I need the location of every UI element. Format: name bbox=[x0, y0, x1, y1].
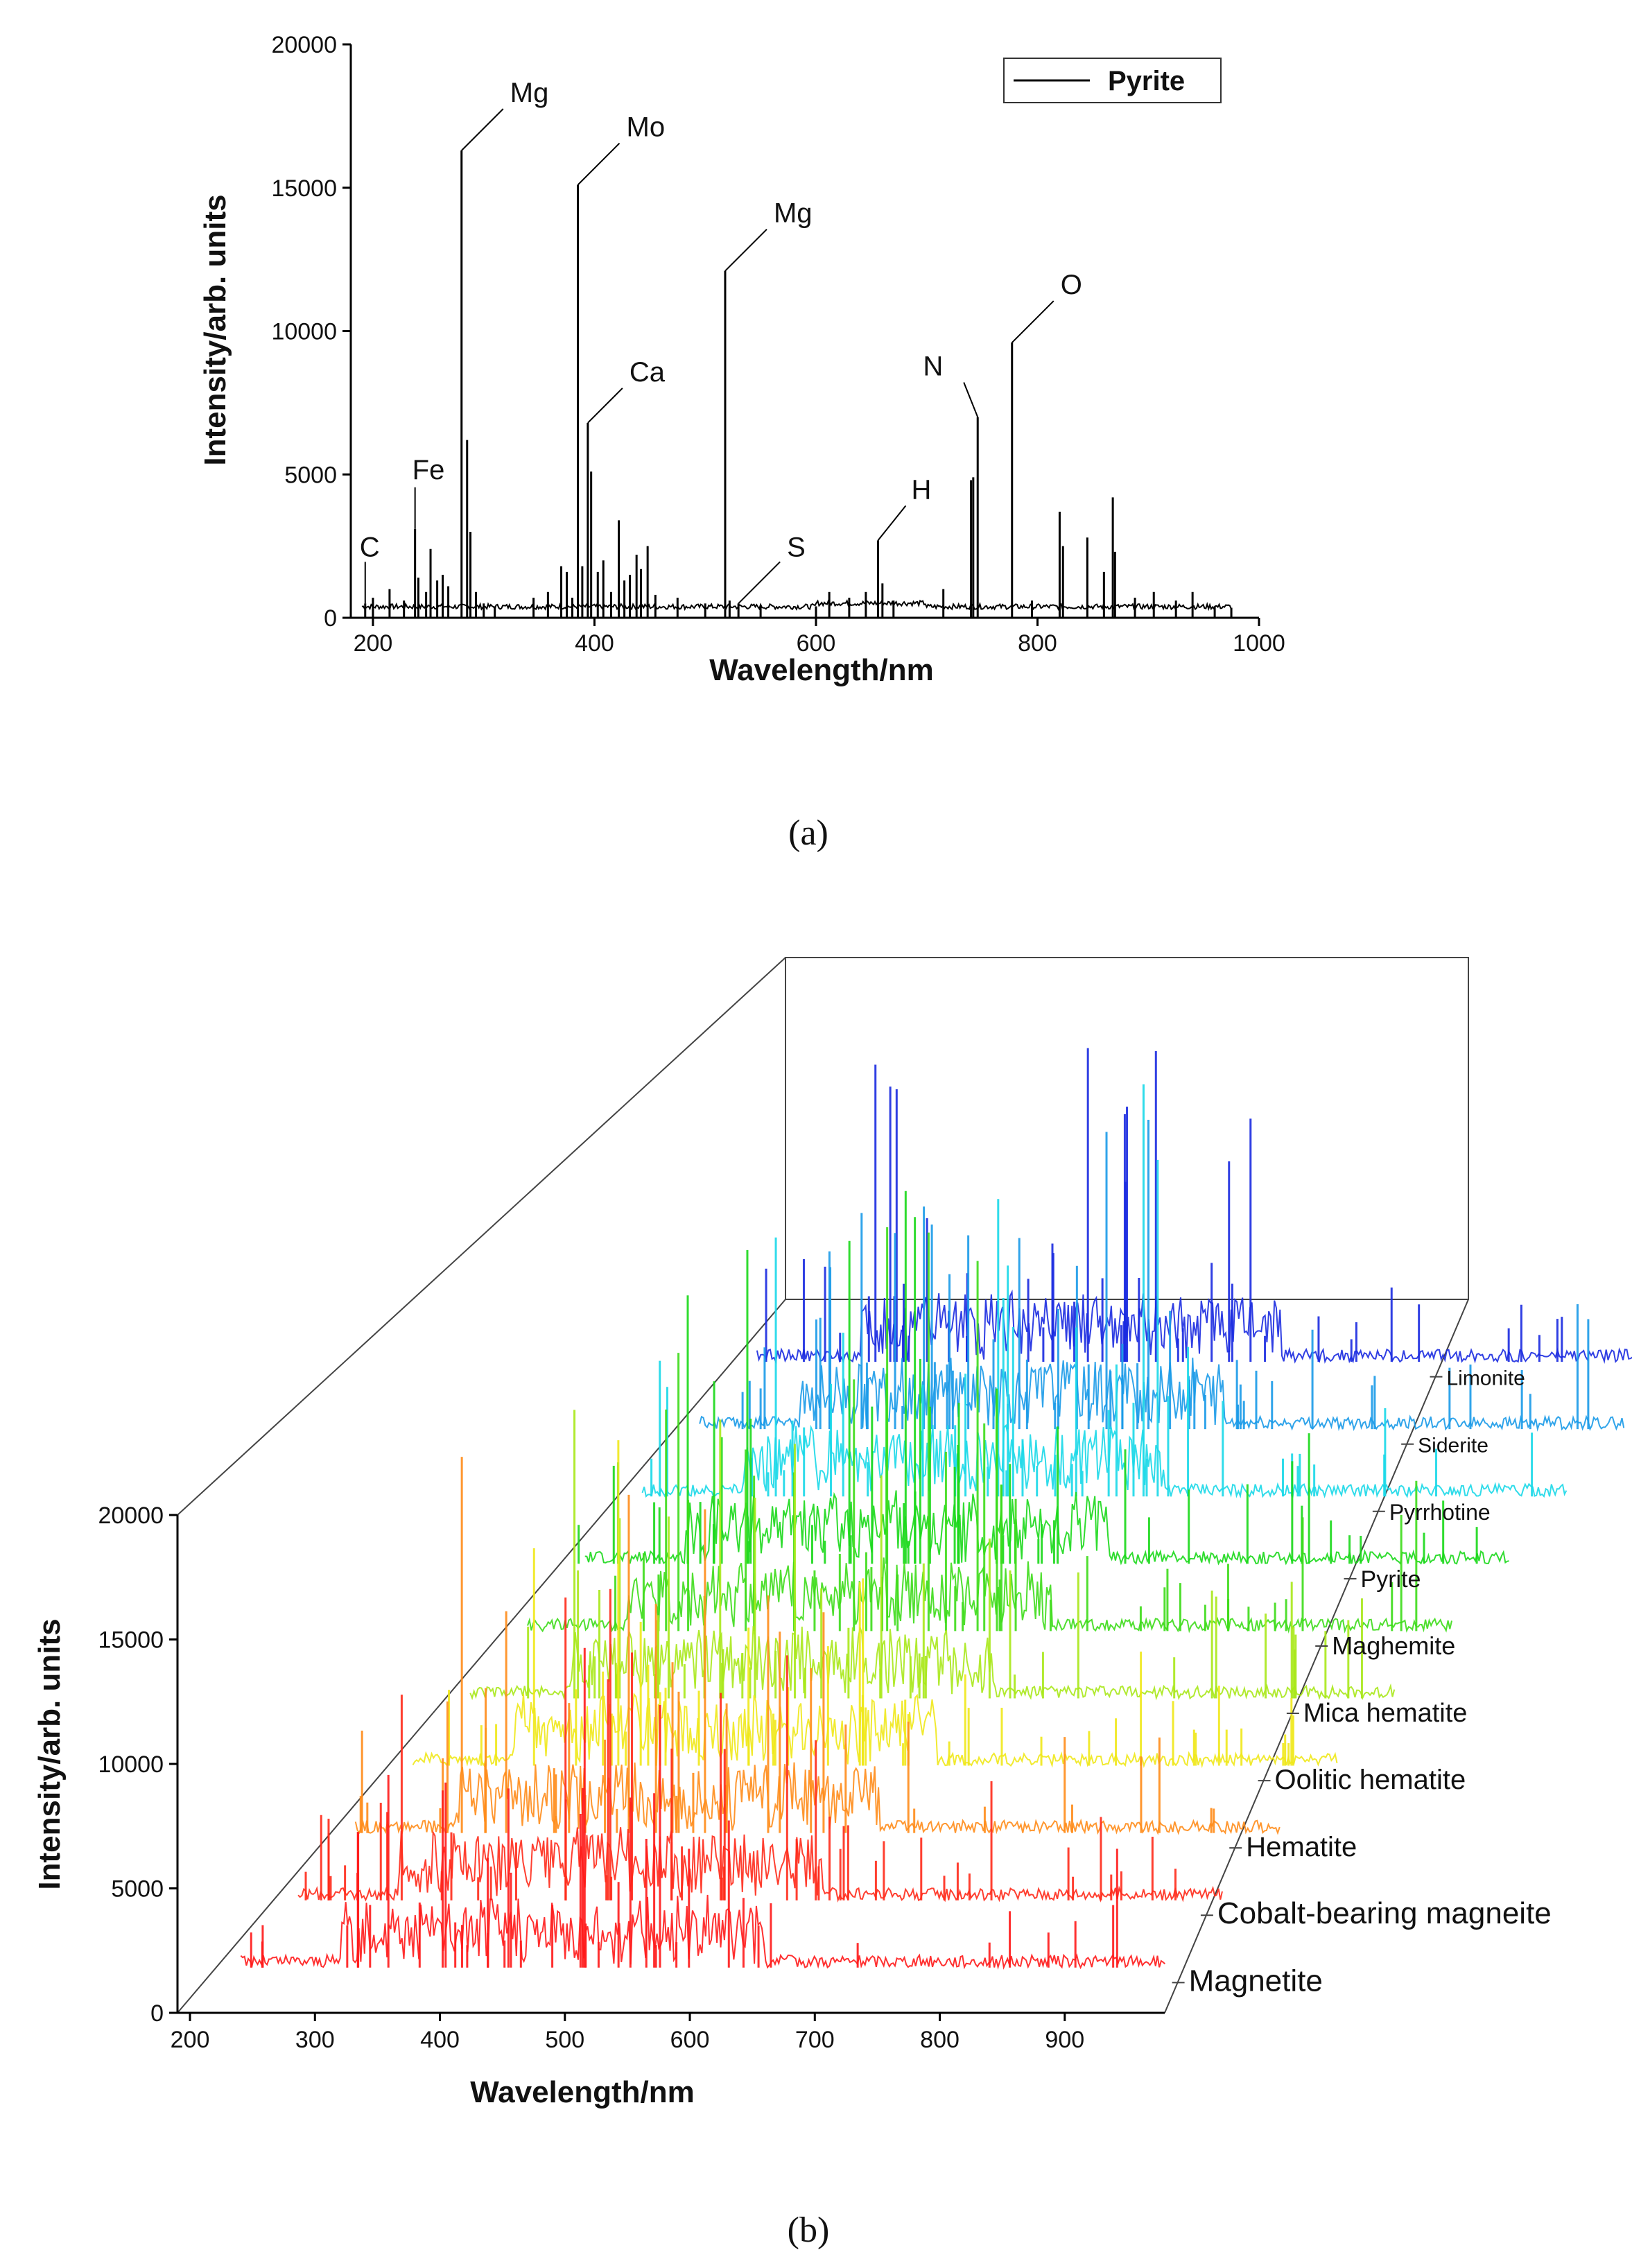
annotation-leader bbox=[877, 505, 907, 541]
y-tick-label: 5000 bbox=[284, 462, 337, 488]
series-trace bbox=[641, 1423, 1568, 1499]
annotation-label: Mo bbox=[627, 112, 666, 143]
panel-a-series-pyrite bbox=[361, 150, 1233, 618]
series-trace bbox=[469, 1626, 1396, 1701]
series-label: Siderite bbox=[1418, 1435, 1488, 1457]
y-tick-label: 0 bbox=[150, 2000, 164, 2027]
panel-a-xlabel: Wavelength/nm bbox=[709, 653, 934, 687]
series-label: Maghemite bbox=[1332, 1631, 1455, 1660]
x-tick-label: 500 bbox=[545, 2027, 584, 2053]
annotation-leader bbox=[724, 228, 767, 272]
panel-b-caption: (b) bbox=[788, 2210, 830, 2250]
series-label: Magnetite bbox=[1189, 1964, 1323, 1998]
panel-a-chart: 0 5000 10000 15000 20000 200 400 600 800 1000 C F… bbox=[198, 32, 1285, 853]
series-trace bbox=[240, 1894, 1165, 1970]
series-label: Mica hematite bbox=[1303, 1699, 1468, 1728]
y-tick-label: 15000 bbox=[98, 1627, 164, 1654]
series-label: Hematite bbox=[1246, 1832, 1357, 1862]
series-trace bbox=[354, 1762, 1281, 1835]
x-tick-label: 800 bbox=[1018, 630, 1057, 657]
x-tick-label: 1000 bbox=[1233, 630, 1285, 657]
series-mica-hematite bbox=[469, 1410, 1396, 1701]
annotation-leader bbox=[1012, 300, 1054, 343]
annotation-leader bbox=[587, 388, 623, 424]
series-trace bbox=[297, 1827, 1223, 1903]
annotation-leader bbox=[963, 382, 979, 417]
series-trace bbox=[584, 1490, 1509, 1566]
panel-a-ylabel: Intensity/arb. units bbox=[198, 194, 232, 465]
annotation-leader bbox=[577, 142, 620, 186]
panel-b-series bbox=[240, 1048, 1632, 1970]
series-label: Pyrite bbox=[1361, 1566, 1421, 1593]
panel-b-ylabel: Intensity/arb. units bbox=[33, 1618, 67, 1889]
series-trace bbox=[756, 1289, 1632, 1365]
annotation-label: Mg bbox=[510, 78, 549, 108]
series-magnetite bbox=[240, 1647, 1165, 1970]
panel-b-x-axis: 200 300 400 500 600 700 800 900 bbox=[171, 2013, 1084, 2053]
annotation-label: C bbox=[360, 532, 380, 562]
frame-edge-right bbox=[1164, 1299, 1469, 2014]
annotation-label: Mg bbox=[774, 198, 813, 229]
y-tick-label: 20000 bbox=[98, 1503, 164, 1529]
frame-edge-base bbox=[177, 1299, 786, 2014]
x-tick-label: 200 bbox=[354, 630, 393, 657]
panel-a-caption: (a) bbox=[788, 813, 828, 853]
series-label: Limonite bbox=[1446, 1367, 1525, 1390]
x-tick-label: 300 bbox=[295, 2027, 335, 2053]
annotation-label: S bbox=[787, 532, 806, 562]
x-tick-label: 800 bbox=[920, 2027, 960, 2053]
series-label: Cobalt-bearing magneite bbox=[1217, 1896, 1552, 1930]
panel-b-chart: Limonite Siderite Pyrrhotine Pyrite Maghemit… bbox=[33, 957, 1632, 2250]
x-tick-label: 400 bbox=[575, 630, 614, 657]
y-tick-label: 5000 bbox=[111, 1876, 164, 1903]
series-limonite bbox=[756, 1048, 1632, 1365]
y-tick-label: 10000 bbox=[271, 319, 337, 345]
x-tick-label: 600 bbox=[670, 2027, 710, 2053]
panel-b-series-labels: Limonite Siderite Pyrrhotine Pyrite Maghemit… bbox=[1172, 1367, 1552, 1998]
annotation-leader bbox=[461, 108, 504, 151]
panel-a-y-axis: 0 5000 10000 15000 20000 bbox=[271, 32, 351, 632]
panel-b-xlabel: Wavelength/nm bbox=[470, 2075, 695, 2109]
series-label: Pyrrhotine bbox=[1389, 1500, 1491, 1525]
x-tick-label: 200 bbox=[171, 2027, 210, 2053]
annotation-label: N bbox=[923, 352, 943, 382]
x-tick-label: 600 bbox=[797, 630, 836, 657]
x-tick-label: 400 bbox=[420, 2027, 460, 2053]
y-tick-label: 0 bbox=[324, 605, 337, 632]
series-cobalt-bearing-magneite bbox=[297, 1589, 1223, 1903]
panel-a-legend: Pyrite bbox=[1003, 58, 1222, 103]
x-tick-label: 700 bbox=[795, 2027, 835, 2053]
panel-a-x-axis: 200 400 600 800 1000 bbox=[354, 618, 1285, 657]
annotation-label: Ca bbox=[630, 357, 666, 388]
annotation-leader bbox=[738, 561, 781, 605]
x-tick-label: 900 bbox=[1045, 2027, 1084, 2053]
series-baseline bbox=[361, 599, 1232, 612]
y-tick-label: 15000 bbox=[271, 175, 337, 202]
annotation-label: Fe bbox=[413, 455, 445, 485]
panel-b-y-axis: 0 5000 10000 15000 20000 bbox=[98, 1503, 177, 2027]
panel-a-annotations: C Fe Mg Mo Ca Mg S H N O bbox=[360, 78, 1082, 605]
legend-label-pyrite: Pyrite bbox=[1108, 66, 1185, 96]
series-maghemite bbox=[527, 1227, 1452, 1634]
annotation-label: H bbox=[911, 474, 931, 505]
series-siderite bbox=[699, 1119, 1625, 1432]
series-trace bbox=[412, 1692, 1338, 1769]
series-label: Oolitic hematite bbox=[1275, 1765, 1466, 1795]
y-tick-label: 20000 bbox=[271, 32, 337, 58]
y-tick-label: 10000 bbox=[98, 1751, 164, 1778]
annotation-label: O bbox=[1061, 270, 1082, 300]
frame-edge-top bbox=[177, 957, 786, 1516]
